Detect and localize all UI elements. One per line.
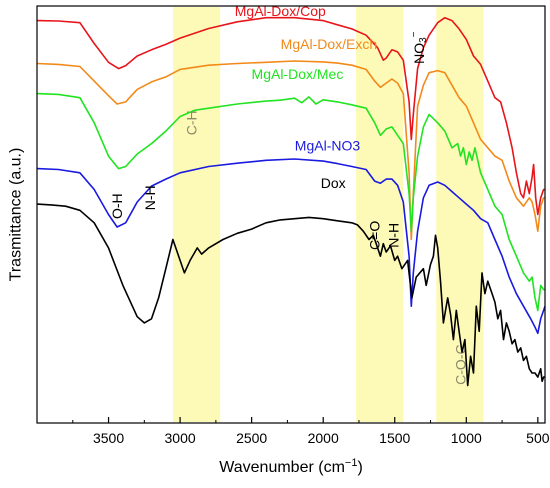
x-axis-label-text: Wavenumber (cm — [219, 459, 345, 476]
x-tick-label-2: 3000 — [165, 430, 196, 446]
series-labels: MgAl-Dox/Cop MgAl-Dox/Exch MgAl-Dox/Mec MgA… — [235, 3, 377, 191]
series-line-2 — [36, 60, 545, 241]
x-tick-label-1: 3500 — [93, 430, 124, 446]
peak-label-4: N-H — [385, 223, 401, 248]
plot-frame — [36, 5, 546, 424]
series-line-5 — [36, 203, 545, 387]
band-label-3: C-O-C — [453, 344, 469, 384]
x-tick-label-7: 500 — [526, 430, 550, 446]
x-axis-label-exponent: −1 — [345, 457, 358, 469]
band-label-1: C-H — [184, 110, 200, 135]
peak-label-3: C=O — [367, 221, 383, 250]
series-label-3: MgAl-Dox/Mec — [252, 66, 344, 82]
series-label-2: MgAl-Dox/Exch — [281, 36, 377, 52]
highlight-band-1 — [172, 7, 221, 422]
highlight-band-3 — [436, 7, 484, 422]
series-line-4 — [36, 158, 546, 335]
series-line-3 — [36, 92, 545, 312]
series-lines — [36, 16, 546, 387]
series-line-1 — [36, 16, 545, 216]
highlight-band-2 — [356, 7, 404, 422]
x-axis-label-close: ) — [357, 459, 362, 476]
peak-label-5: NO3− — [409, 31, 429, 64]
y-axis-label: Trasmittance (a.u.) — [8, 148, 25, 282]
x-axis-ticks: 3500 3000 2500 2000 1500 1000 500 — [72, 417, 550, 446]
peak-label-2: N-H — [142, 185, 158, 210]
series-label-4: MgAl-NO3 — [295, 137, 361, 153]
peak-label-1: O-H — [109, 193, 125, 219]
x-tick-label-5: 1500 — [379, 430, 410, 446]
x-tick-label-4: 2000 — [308, 430, 339, 446]
x-tick-label-3: 2500 — [236, 430, 267, 446]
highlight-bands: C-H C-O-C — [172, 7, 484, 422]
series-label-5: Dox — [321, 175, 346, 191]
x-axis-label: Wavenumber (cm−1) — [219, 457, 363, 476]
series-label-1: MgAl-Dox/Cop — [235, 3, 326, 19]
x-tick-label-6: 1000 — [451, 430, 482, 446]
